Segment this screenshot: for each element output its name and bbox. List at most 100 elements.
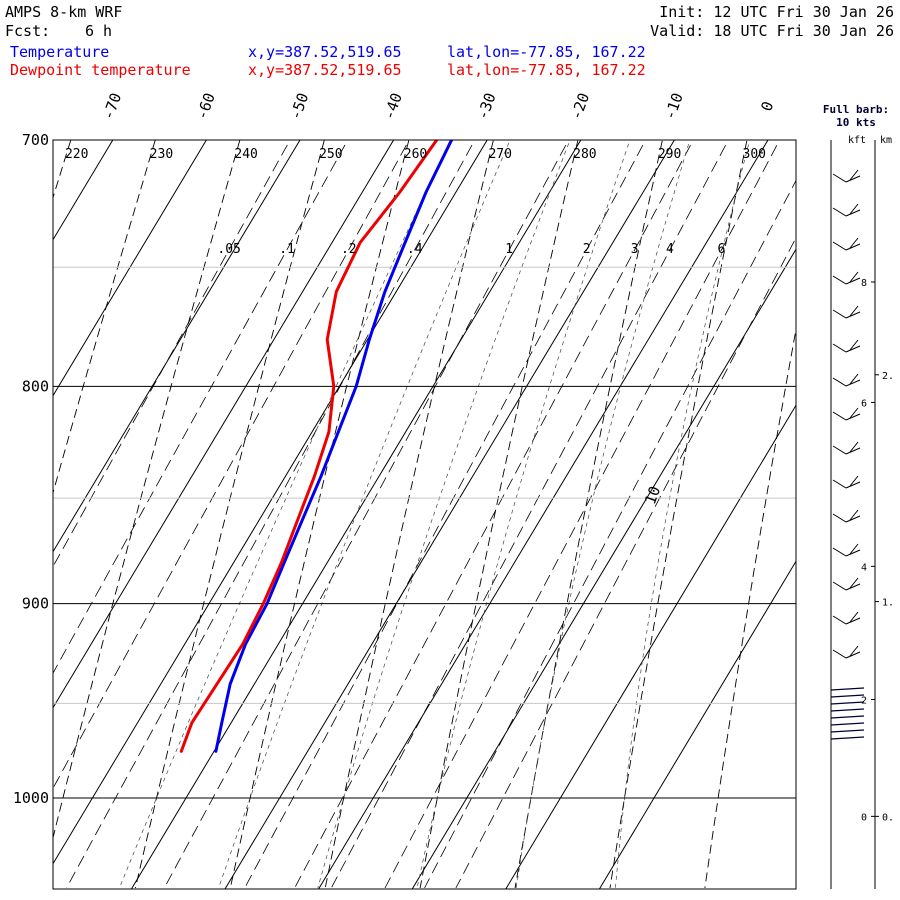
km-tick-label: 2. [882, 371, 894, 382]
wind-barb [830, 736, 865, 740]
forecast-label: Fcst: [5, 22, 51, 40]
mixing-ratio-line [163, 140, 570, 889]
grid-lines [53, 114, 900, 889]
valid-time: Valid: 18 UTC Fri 30 Jan 26 [650, 22, 894, 40]
wind-barb [832, 513, 847, 523]
wind-barb [830, 722, 865, 726]
wind-barb [830, 708, 865, 712]
isobar-label: 1000 [13, 789, 49, 807]
wind-barb [845, 583, 861, 591]
wind-barb [845, 209, 861, 217]
theta-label: 300 [743, 147, 766, 162]
moist-adiabat [317, 140, 571, 889]
isotherm-label: -60 [193, 90, 219, 122]
wind-barb [832, 581, 847, 591]
wind-barb [849, 441, 859, 453]
wind-barb [832, 309, 847, 319]
mixing-ratio-line [66, 140, 476, 889]
isotherm-line [53, 140, 114, 241]
mixing-ratio-label: 1 [505, 242, 513, 257]
model-title: AMPS 8-km WRF [5, 3, 123, 21]
wind-barb [832, 615, 847, 625]
mixing-ratio-line [53, 140, 291, 568]
mixing-ratio-label: .4 [407, 242, 423, 257]
legend-dewpoint: Dewpoint temperature [10, 61, 191, 79]
wind-barb [845, 243, 861, 251]
wind-barb [832, 377, 847, 387]
isotherm-label: 0 [757, 99, 777, 114]
dewpoint-coords: x,y=387.52,519.65 [248, 61, 402, 79]
temperature-profile-line [214, 140, 454, 753]
kft-tick-label: 6 [861, 398, 867, 409]
wind-barb [845, 481, 861, 489]
mixing-ratio-line [53, 140, 410, 790]
wind-barb-column: 0 2 4 6 8 0. 1. 2. [830, 140, 894, 889]
wind-barb [832, 207, 847, 217]
wind-barb [849, 475, 859, 487]
dry-adiabat [53, 140, 72, 199]
init-time: Init: 12 UTC Fri 30 Jan 26 [659, 3, 894, 21]
isotherm-label: -50 [286, 90, 312, 122]
wind-barb [832, 241, 847, 251]
theta-label: 250 [319, 147, 342, 162]
wind-barb [849, 407, 859, 419]
mixing-ratio-line [53, 140, 349, 674]
kft-tick-label: 8 [861, 278, 867, 289]
wind-barb [830, 687, 865, 691]
wind-barb [832, 343, 847, 353]
wind-barb [849, 203, 859, 215]
wind-barb [845, 617, 861, 625]
wind-barb [830, 701, 865, 705]
isotherm-label: -30 [473, 90, 499, 122]
mixing-ratio-label: 6 [718, 242, 726, 257]
theta-label: 240 [234, 147, 257, 162]
wind-barb [832, 445, 847, 455]
isotherm-label: 10 [641, 484, 664, 507]
kft-tick-label: 2 [861, 695, 867, 706]
km-axis-label: km [880, 135, 892, 146]
wind-barb [832, 275, 847, 285]
wind-barb [832, 479, 847, 489]
isotherm-label: -10 [661, 90, 687, 122]
wind-barb [849, 611, 859, 623]
km-tick-label: 1. [882, 598, 894, 609]
isotherm-line [411, 248, 796, 889]
isotherm-label: -70 [99, 90, 125, 122]
wind-barb [845, 549, 861, 557]
theta-label: 270 [488, 147, 511, 162]
plot-frame [52, 139, 797, 890]
wind-barb [849, 645, 859, 657]
wind-barb [832, 411, 847, 421]
wind-barb [845, 515, 861, 523]
wind-barb [849, 509, 859, 521]
wind-barb [845, 345, 861, 353]
wind-barb [845, 175, 861, 183]
dry-adiabat [609, 140, 748, 889]
dry-adiabat [800, 114, 900, 889]
isotherm-line [53, 140, 488, 865]
wind-barb [845, 651, 861, 659]
isotherm-line [318, 140, 769, 889]
theta-label: 230 [150, 147, 173, 162]
isobar-label: 700 [22, 131, 49, 149]
mixing-ratio-line [244, 140, 647, 889]
dry-adiabat [53, 140, 241, 840]
dewpoint-profile-line [179, 140, 439, 753]
barb-legend-line1: Full barb: [823, 103, 889, 116]
mixing-ratio-label: 3 [631, 242, 639, 257]
wind-barb [849, 237, 859, 249]
mixing-ratio-label: .05 [217, 242, 240, 257]
isotherm-line [598, 560, 796, 889]
isotherm-line [53, 140, 395, 709]
wind-barb [845, 311, 861, 319]
isotherm-line [53, 140, 301, 553]
wind-barb [832, 649, 847, 659]
barb-legend-line2: 10 kts [836, 116, 876, 129]
isotherm-line [505, 404, 796, 889]
mixing-ratio-line [384, 140, 781, 889]
wind-barb [830, 729, 865, 733]
theta-label: 290 [658, 147, 681, 162]
wind-barb [832, 547, 847, 557]
temperature-latlon: lat,lon=-77.85, 167.22 [447, 43, 646, 61]
